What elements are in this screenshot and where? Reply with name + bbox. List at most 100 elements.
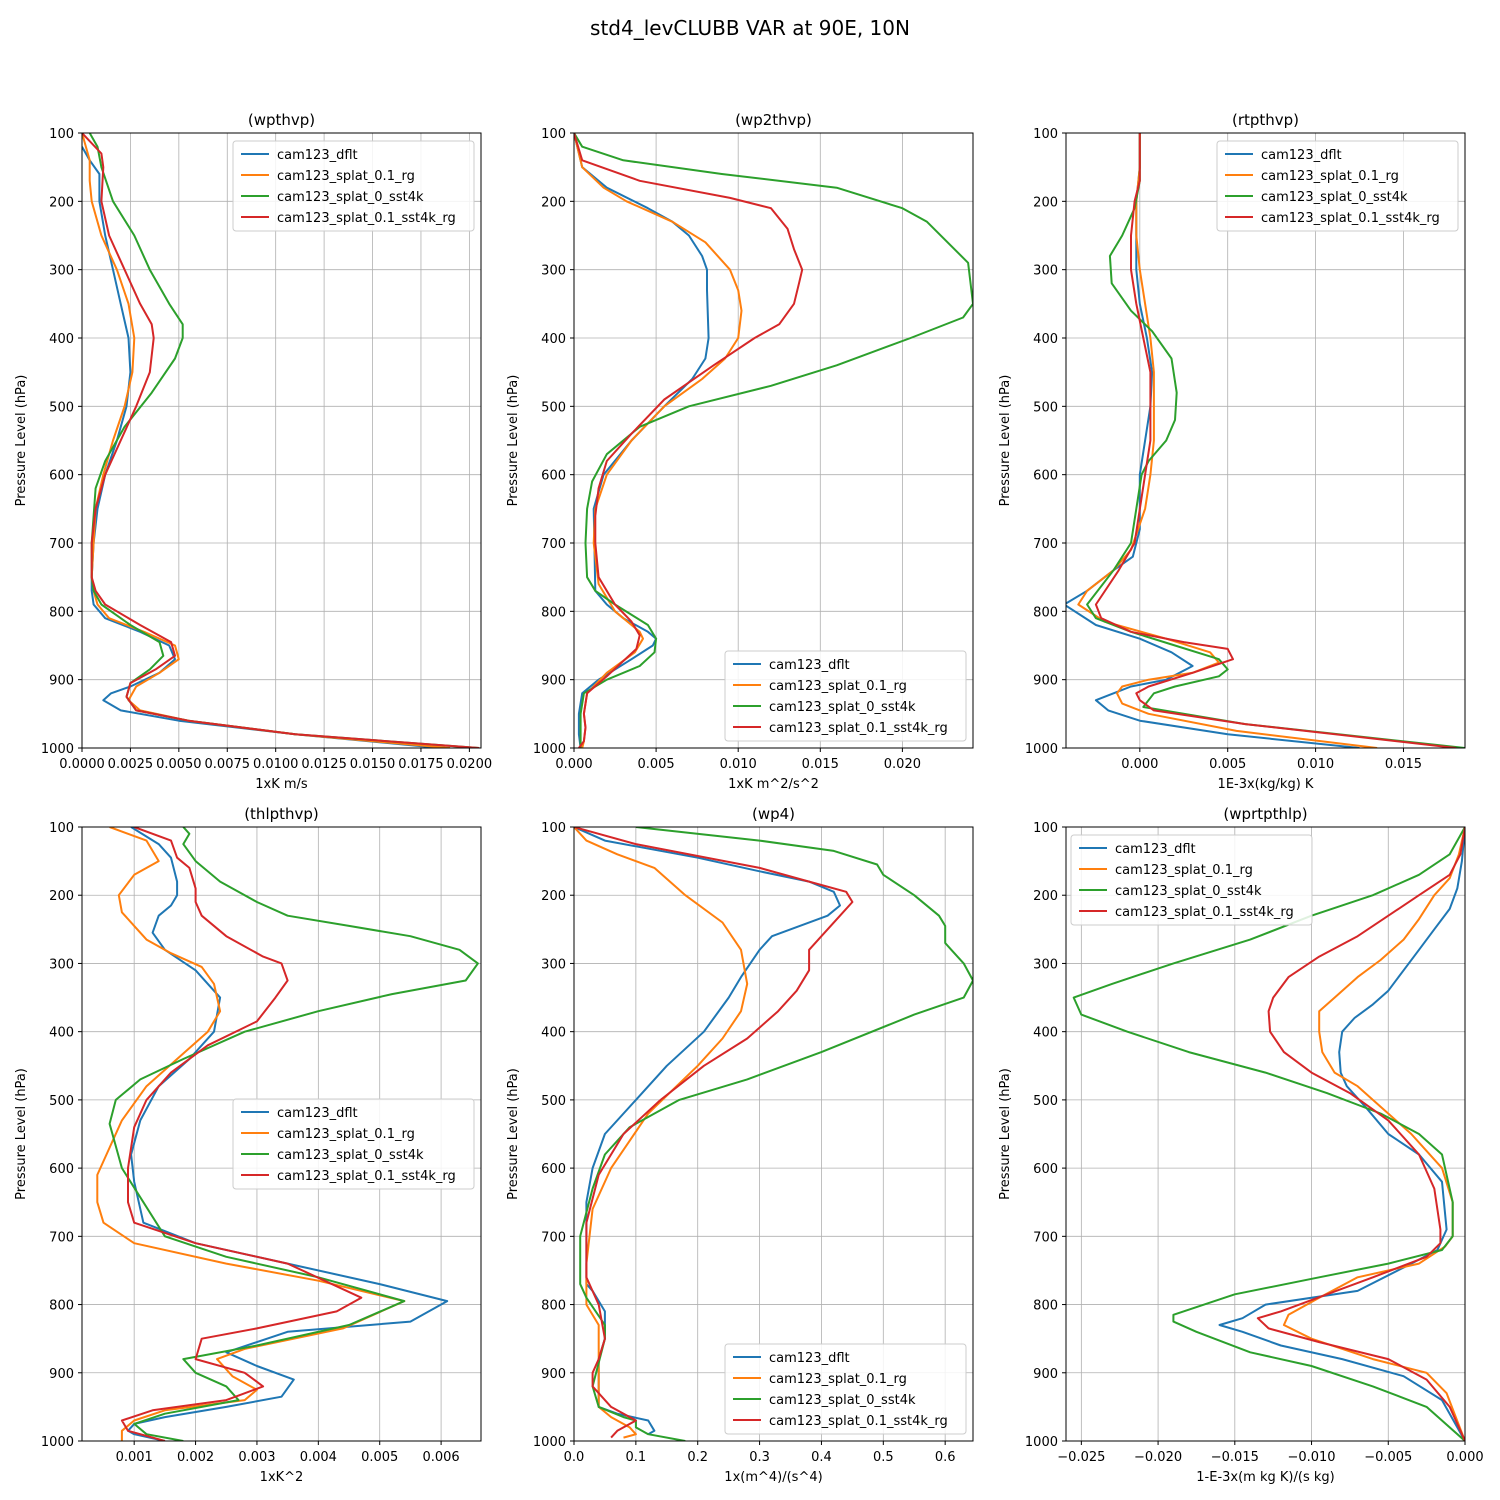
legend-label: cam123_splat_0_sst4k (277, 190, 424, 205)
legend-label: cam123_splat_0_sst4k (277, 1148, 424, 1163)
legend-label: cam123_splat_0.1_sst4k_rg (769, 721, 948, 736)
x-tick-label: 0.0 (564, 1450, 585, 1465)
series-line-cam123_splat_0.1_rg (1077, 133, 1378, 748)
y-tick-label: 700 (49, 1230, 74, 1245)
axes-frame (1065, 132, 1466, 749)
x-tick-label: 0.1 (626, 1450, 647, 1465)
series-line-cam123_dflt (127, 827, 449, 1441)
y-tick-label: 800 (49, 1299, 74, 1314)
series-line-cam123_splat_0.1_sst4k_rg (574, 827, 854, 1439)
legend-label: cam123_dflt (769, 1351, 850, 1366)
axes-frame (1065, 826, 1466, 1442)
y-tick-label: 700 (541, 537, 566, 552)
y-tick-label: 400 (49, 332, 74, 347)
legend-box (232, 1098, 475, 1190)
series-line-cam123_splat_0.1_sst4k_rg (1094, 133, 1457, 748)
series-line-cam123_splat_0.1_sst4k_rg (574, 133, 804, 748)
series-line-cam123_dflt (574, 827, 841, 1436)
subplot-2: 0.000 0.005 0.010 0.015 0.020 100 200 300 400 500… (506, 111, 974, 792)
legend-label: cam123_splat_0.1_sst4k_rg (1115, 905, 1294, 920)
y-tick-label: 200 (1033, 195, 1058, 210)
y-tick-label: 800 (1033, 1299, 1058, 1314)
legend-box (1070, 834, 1313, 926)
legend-label: cam123_splat_0.1_sst4k_rg (1261, 211, 1440, 226)
y-tick-label: 200 (541, 889, 566, 904)
y-tick-label: 800 (49, 605, 74, 620)
y-tick-label: 900 (49, 1367, 74, 1382)
y-tick-label: 200 (49, 889, 74, 904)
y-tick-label: 900 (541, 674, 566, 689)
x-tick-label: 0.0175 (398, 757, 444, 772)
y-tick-label: 500 (49, 400, 74, 415)
y-tick-label: 100 (49, 821, 74, 836)
x-tick-label: 0.001 (116, 1450, 153, 1465)
series-line-cam123_splat_0_sst4k (1072, 827, 1465, 1441)
y-tick-label: 1000 (533, 1435, 566, 1450)
y-tick-label: 100 (1033, 127, 1058, 142)
x-tick-label: 0.5 (873, 1450, 894, 1465)
x-axis-label: 1E-3x(kg/kg) K (1218, 777, 1314, 792)
y-axis-label: Pressure Level (hPa) (506, 375, 521, 507)
x-axis-label: 1xK m/s (255, 777, 308, 792)
y-axis-label: Pressure Level (hPa) (14, 375, 29, 507)
x-tick-label: 0.002 (177, 1450, 214, 1465)
series-line-cam123_splat_0.1_rg (1282, 827, 1465, 1441)
y-tick-label: 500 (1033, 1094, 1058, 1109)
legend-label: cam123_dflt (277, 1106, 358, 1121)
y-tick-label: 300 (49, 264, 74, 279)
series-line-cam123_splat_0_sst4k (574, 133, 973, 748)
x-axis-label: 1xK^2 (260, 1470, 304, 1485)
legend-label: cam123_splat_0.1_sst4k_rg (277, 211, 456, 226)
y-tick-label: 500 (541, 400, 566, 415)
x-tick-label: −0.025 (1057, 1450, 1105, 1465)
legend-label: cam123_splat_0.1_rg (277, 169, 415, 184)
subplot-title: (rtpthvp) (1232, 111, 1299, 129)
y-tick-label: 300 (541, 957, 566, 972)
y-tick-label: 600 (49, 469, 74, 484)
x-tick-label: 0.004 (300, 1450, 337, 1465)
y-tick-label: 400 (541, 332, 566, 347)
x-tick-label: 0.0125 (301, 757, 347, 772)
subplot-title: (thlpthvp) (244, 805, 319, 823)
y-tick-label: 800 (541, 605, 566, 620)
x-axis-label: 1xK m^2/s^2 (728, 777, 819, 792)
x-tick-label: 0.6 (935, 1450, 956, 1465)
y-tick-label: 600 (49, 1162, 74, 1177)
y-tick-label: 500 (541, 1094, 566, 1109)
x-tick-label: 0.4 (811, 1450, 832, 1465)
figure-title: std4_levCLUBB VAR at 90E, 10N (590, 16, 910, 40)
series-line-cam123_dflt (574, 133, 710, 748)
y-tick-label: 900 (1033, 674, 1058, 689)
legend: cam123_dflt cam123_splat_0.1_rg cam123_spl… (724, 1343, 967, 1435)
legend-label: cam123_splat_0.1_rg (1115, 863, 1253, 878)
y-tick-label: 1000 (533, 742, 566, 757)
subplot-title: (wprtpthlp) (1223, 805, 1307, 823)
legend-label: cam123_dflt (1115, 842, 1196, 857)
y-tick-label: 900 (541, 1367, 566, 1382)
legend: cam123_dflt cam123_splat_0.1_rg cam123_spl… (724, 650, 967, 742)
legend-label: cam123_splat_0_sst4k (769, 1393, 916, 1408)
x-tick-label: 0.0050 (156, 757, 202, 772)
series-line-cam123_dflt (1218, 827, 1465, 1441)
y-tick-label: 200 (541, 195, 566, 210)
legend: cam123_dflt cam123_splat_0.1_rg cam123_spl… (1216, 140, 1459, 232)
x-tick-label: 0.3 (749, 1450, 770, 1465)
y-tick-label: 1000 (1025, 1435, 1058, 1450)
y-tick-label: 200 (49, 195, 74, 210)
y-tick-label: 700 (1033, 537, 1058, 552)
subplot-title: (wp2thvp) (735, 111, 812, 129)
legend-label: cam123_splat_0.1_rg (1261, 169, 1399, 184)
x-tick-label: 0.005 (361, 1450, 398, 1465)
series-line-cam123_splat_0_sst4k (108, 827, 479, 1441)
y-axis-label: Pressure Level (hPa) (998, 375, 1013, 507)
y-tick-label: 600 (1033, 1162, 1058, 1177)
x-tick-label: 0.010 (720, 757, 757, 772)
y-tick-label: 700 (541, 1230, 566, 1245)
y-tick-label: 600 (541, 469, 566, 484)
legend-box (1216, 140, 1459, 232)
legend-label: cam123_splat_0.1_sst4k_rg (277, 1169, 456, 1184)
subplot-title: (wp4) (752, 805, 795, 823)
y-tick-label: 100 (541, 127, 566, 142)
y-tick-label: 600 (1033, 469, 1058, 484)
